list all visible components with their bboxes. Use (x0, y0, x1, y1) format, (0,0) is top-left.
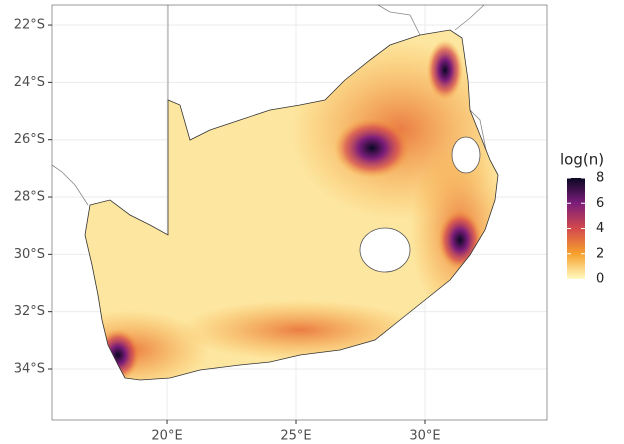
neighbor-borders (51, 4, 489, 206)
y-tick-label: 32°S (14, 304, 45, 319)
legend-tick-label: 2 (596, 246, 604, 261)
x-tick-label: 20°E (151, 429, 182, 444)
lesotho (359, 227, 411, 273)
y-tick-label: 34°S (14, 361, 45, 376)
density-hotspot (427, 40, 463, 100)
border-line (454, 4, 485, 31)
y-tick-label: 30°S (14, 247, 45, 262)
colorbar (567, 178, 585, 279)
legend-tick-label: 4 (596, 221, 604, 236)
y-tick-label: 28°S (14, 190, 45, 205)
legend-tick-label: 6 (596, 196, 604, 211)
y-tick-label: 24°S (14, 75, 45, 90)
x-tick-label: 25°E (280, 429, 311, 444)
legend-tick-label: 0 (596, 272, 604, 287)
axes: 20°E 25°E 30°E 22°S 24°S 26°S 28°S 30°S 32°S 34°S (14, 18, 441, 444)
legend-tick-label: 8 (596, 171, 604, 186)
panel-border (51, 4, 548, 421)
legend: log(n) 0 2 4 6 8 (560, 151, 604, 287)
eswatini (451, 136, 481, 174)
x-tick-label: 30°E (409, 429, 440, 444)
density-hotspot (334, 118, 410, 178)
y-tick-label: 22°S (14, 18, 45, 33)
coastline (51, 164, 89, 206)
border-line (377, 4, 421, 36)
border-line (469, 109, 489, 161)
legend-title: log(n) (560, 151, 604, 169)
y-tick-label: 26°S (14, 132, 45, 147)
